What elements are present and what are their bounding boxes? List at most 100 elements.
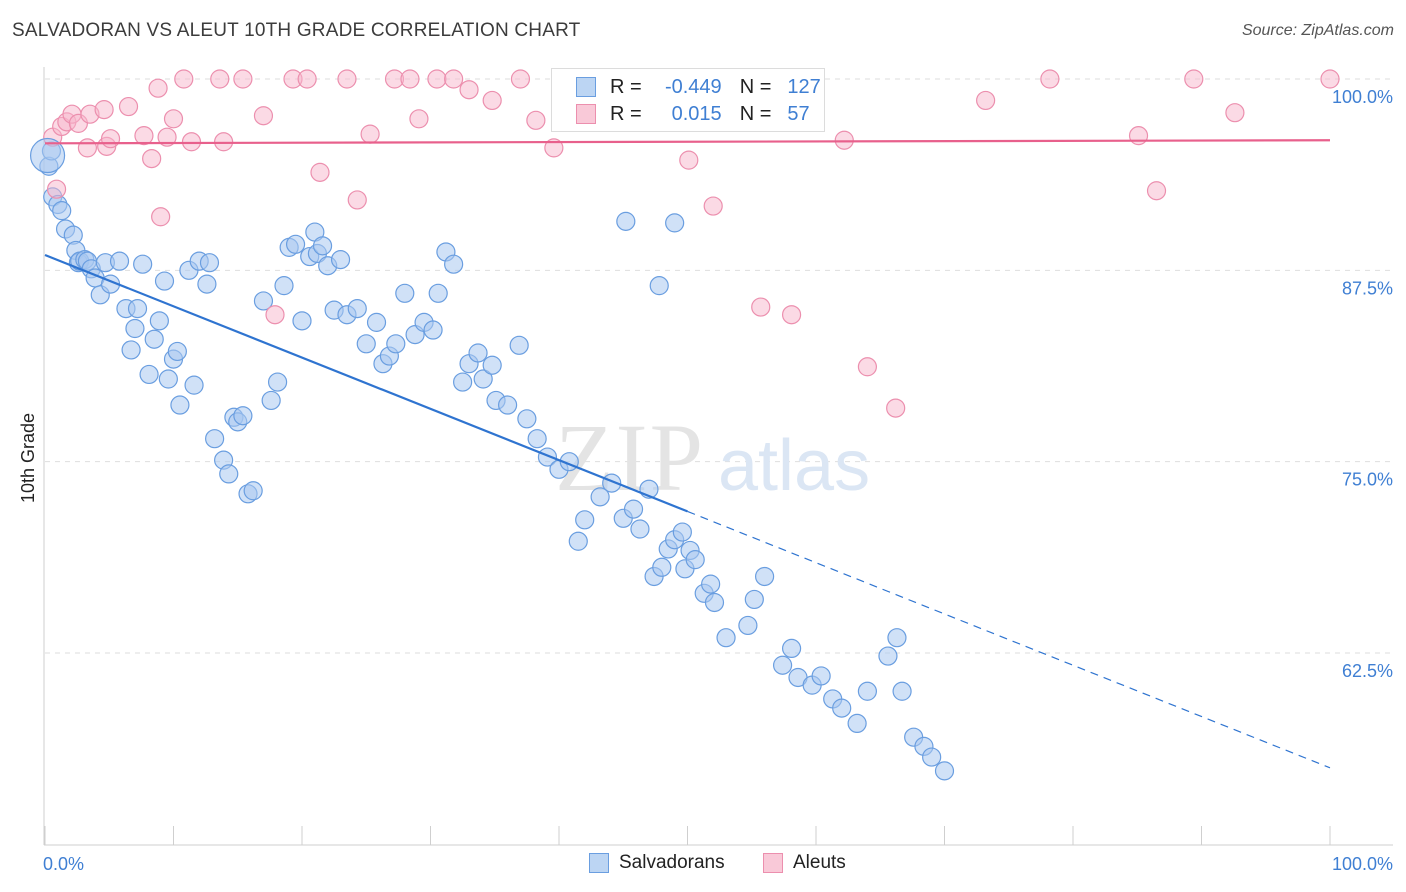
aleut-point [886, 398, 906, 418]
salvadoran-point [630, 519, 650, 539]
salvadoran-point [261, 390, 281, 411]
salvadoran-point [423, 320, 443, 340]
aleut-point [118, 96, 139, 117]
salvadoran-point [170, 395, 190, 415]
aleut-point [77, 138, 98, 158]
salvadoran-point [701, 574, 721, 594]
watermark-atlas: atlas [718, 426, 870, 506]
aleut-point [409, 109, 429, 129]
trend-lines [44, 139, 1331, 769]
aleut-point [151, 207, 171, 227]
aleut-point [174, 69, 194, 89]
salvadoran-point [482, 355, 502, 375]
aleut-point [834, 130, 854, 150]
legend-row-salvadorans: R = -0.449 N = 127 [576, 73, 821, 101]
aleut-point [703, 196, 723, 216]
source-label: Source: ZipAtlas.com [1241, 22, 1394, 39]
salvadoran-point [356, 334, 376, 354]
series-legend-aleuts[interactable]: Aleuts [763, 852, 846, 874]
salvadoran-point [652, 557, 672, 577]
y-tick-label: 100.0% [1332, 87, 1393, 107]
aleut-point [1146, 181, 1167, 201]
aleut-point [163, 109, 184, 129]
aleut-trend-line [44, 139, 1331, 145]
aleut-point [544, 138, 564, 158]
salvadoran-point [832, 698, 852, 718]
aleut-point [297, 69, 317, 89]
axes [43, 67, 1393, 846]
aleut-point [1320, 69, 1340, 89]
watermark-zip: ZIP [555, 404, 705, 511]
salvadoran-point [366, 312, 387, 332]
y-tick-labels: 62.5% 75.0% 87.5% 100.0% [1332, 87, 1393, 681]
salvadoran-point [158, 369, 178, 389]
salvadoran-point [527, 429, 547, 449]
salvadoran-point [347, 299, 367, 319]
salvadoran-point [575, 510, 595, 530]
salvadoran-point [623, 499, 644, 519]
salvadoran-point [887, 628, 907, 648]
aleut-point [181, 132, 202, 152]
aleut-point [148, 78, 168, 98]
salvadoran-point [144, 329, 164, 349]
series-legend: Salvadorans Aleuts [0, 852, 1406, 878]
aleut-point [400, 69, 420, 89]
legend-r-value: 0.015 [671, 102, 722, 125]
salvadoran-point [197, 274, 217, 294]
salvadoran-point [498, 395, 518, 415]
legend-n-value: 57 [787, 102, 810, 125]
salvadoran-trend-extension [687, 510, 1331, 769]
legend-swatch-pink [576, 104, 596, 124]
salvadoran-point [386, 334, 406, 354]
salvadoran-point [139, 364, 159, 385]
salvadoran-point [395, 283, 415, 303]
aleut-point [510, 69, 531, 89]
salvadoran-point [922, 747, 942, 767]
aleut-point [210, 69, 230, 89]
salvadoran-point [125, 318, 145, 339]
salvadoran-point [738, 615, 758, 636]
aleut-point [482, 90, 502, 111]
series-swatch-pink [763, 853, 783, 873]
salvadoran-point [517, 409, 537, 429]
salvadoran-point [468, 343, 488, 363]
aleut-point [1128, 126, 1149, 146]
salvadoran-point [292, 311, 312, 331]
salvadoran-point [649, 276, 669, 296]
axis-labels: 10th Grade 0.0% 100.0% [18, 413, 1393, 874]
y-tick-label: 87.5% [1342, 278, 1393, 298]
x-tick-label-max: 100.0% [1332, 854, 1393, 874]
aleut-point [94, 100, 114, 120]
salvadoran-point [330, 250, 351, 270]
salvadoran-point [52, 201, 72, 221]
salvadoran-point [205, 429, 225, 449]
salvadoran-point [847, 713, 867, 734]
salvadoran-point [253, 291, 274, 311]
salvadoran-point [568, 531, 588, 551]
salvadoran-point [716, 628, 736, 648]
aleut-point [360, 124, 380, 144]
aleut-point [976, 90, 996, 111]
aleut-point [253, 106, 274, 126]
series-legend-salvadorans[interactable]: Salvadorans [589, 852, 725, 874]
series-label-aleuts: Aleuts [793, 852, 846, 873]
aleut-point [310, 162, 330, 182]
series-label-salvadorans: Salvadorans [619, 852, 725, 873]
legend-n-value: 127 [787, 75, 821, 98]
aleut-point [459, 80, 479, 100]
salvadoran-point [892, 681, 912, 701]
salvadoran-point [267, 372, 288, 392]
aleut-point [751, 297, 771, 317]
legend-n-label: N = [739, 75, 772, 98]
aleut-point [46, 179, 67, 199]
salvadoran-trend-line [44, 254, 688, 513]
salvadoran-point [704, 592, 725, 613]
salvadoran-point [685, 550, 705, 570]
salvadoran-point [154, 271, 175, 291]
salvadoran-point [672, 522, 692, 542]
aleut-point [265, 305, 285, 325]
salvadoran-point [121, 340, 141, 360]
series-swatch-blue [589, 853, 609, 873]
aleut-point [444, 69, 464, 89]
